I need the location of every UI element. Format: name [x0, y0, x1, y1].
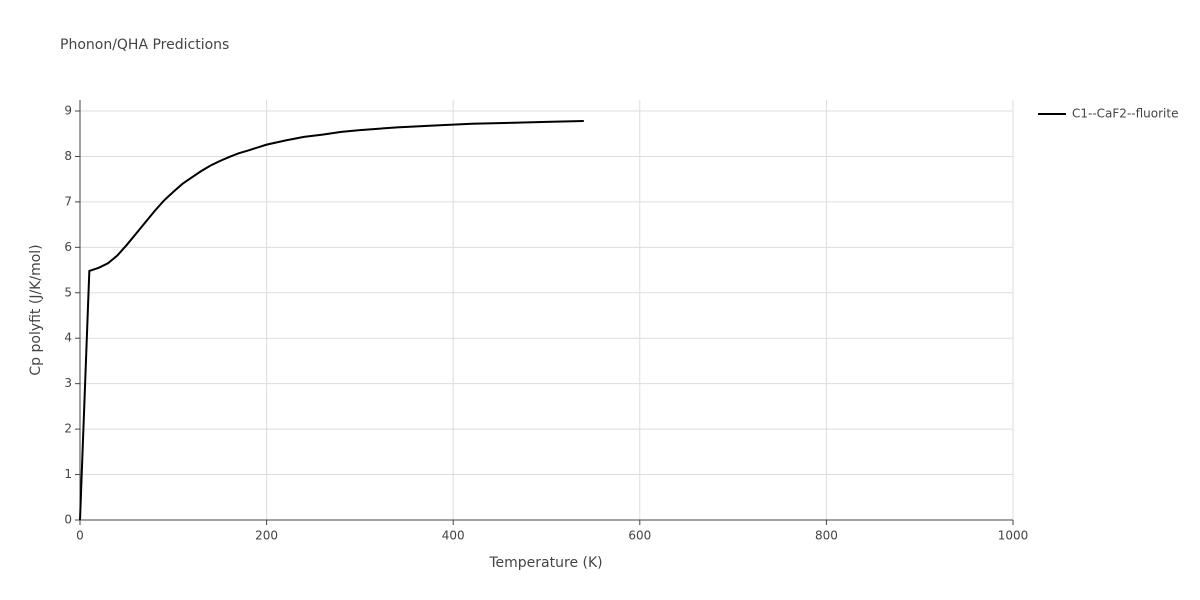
- y-tick-label: 1: [64, 467, 72, 481]
- y-tick-label: 2: [64, 422, 72, 436]
- x-axis-title: Temperature (K): [488, 555, 602, 571]
- chart-title: Phonon/QHA Predictions: [60, 37, 229, 53]
- x-tick-label: 800: [815, 529, 838, 543]
- x-tick-label: 600: [628, 529, 651, 543]
- y-tick-label: 9: [64, 104, 72, 118]
- x-tick-label: 200: [255, 529, 278, 543]
- y-tick-label: 7: [64, 194, 72, 208]
- y-tick-label: 3: [64, 376, 72, 390]
- data-line: [79, 119, 584, 521]
- y-tick-label: 4: [64, 331, 72, 345]
- legend-label: C1--CaF2--fluorite: [1072, 107, 1178, 121]
- y-axis-title: Cp polyfit (J/K/mol): [28, 244, 44, 375]
- x-tick-label: 1000: [998, 529, 1029, 543]
- y-tick-label: 8: [64, 149, 72, 163]
- x-tick-label: 0: [76, 529, 84, 543]
- y-tick-label: 5: [64, 285, 72, 299]
- y-tick-label: 6: [64, 240, 72, 254]
- x-tick-label: 400: [442, 529, 465, 543]
- y-tick-label: 0: [64, 513, 72, 527]
